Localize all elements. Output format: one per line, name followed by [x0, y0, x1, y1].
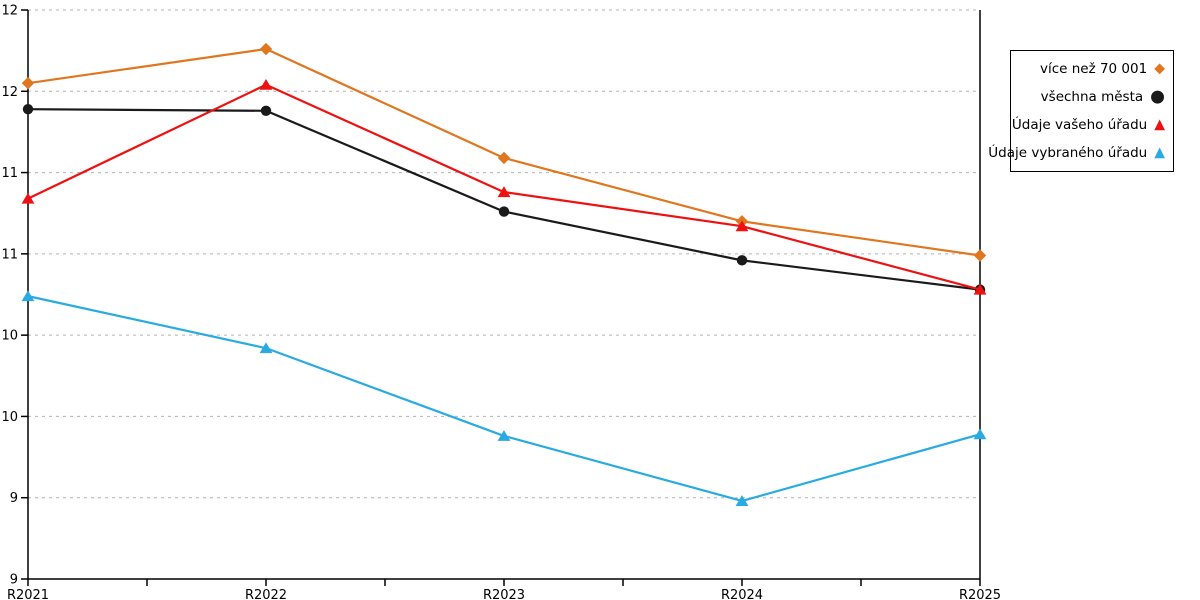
x-axis-tick-label: R2022: [245, 588, 287, 600]
data-point: [21, 192, 35, 204]
legend-item: Údaje vašeho úřadu ▲: [1011, 111, 1165, 139]
diamond-marker-icon: ◆: [1154, 60, 1165, 77]
y-axis-tick-label: 10: [1, 410, 18, 425]
data-point: [735, 495, 749, 506]
data-point: [260, 105, 272, 116]
legend-item: Údaje vybraného úřadu ▲: [988, 139, 1165, 167]
data-point: [973, 283, 987, 295]
x-axis-tick-label: R2025: [959, 588, 1001, 600]
series-line-3: [27, 295, 981, 503]
data-point: [973, 428, 987, 440]
series-line-1: [27, 108, 981, 291]
legend-item: více než 70 001 ◆: [1015, 55, 1165, 83]
circle-marker-icon: ●: [1150, 86, 1165, 106]
data-point: [736, 255, 748, 266]
y-axis-tick-label: 12: [1, 85, 18, 100]
y-axis-tick-label: 11: [1, 247, 18, 262]
y-axis-tick-label: 11: [1, 166, 18, 181]
x-axis-tick-label: R2024: [721, 588, 763, 600]
y-axis-tick-label: 9: [10, 491, 18, 506]
data-point: [22, 103, 34, 115]
triangle-marker-icon: ▲: [1154, 116, 1165, 133]
data-point: [21, 76, 35, 90]
y-axis-tick-label: 10: [1, 329, 18, 344]
legend-item-label: všechna města: [1040, 89, 1144, 105]
x-axis-tick-label: R2023: [483, 588, 525, 600]
triangle-marker-icon: ▲: [1154, 144, 1165, 161]
data-point: [497, 151, 511, 165]
y-axis-tick-label: 12: [1, 4, 18, 19]
data-point: [259, 42, 273, 56]
legend-item-label: Údaje vašeho úřadu: [1011, 117, 1148, 133]
data-point: [259, 78, 273, 90]
data-point: [21, 290, 35, 302]
y-axis-tick-label: 9: [10, 573, 18, 588]
data-point: [498, 206, 510, 217]
data-point: [497, 430, 511, 441]
data-point: [973, 249, 987, 262]
legend-item: všechna města ●: [1015, 83, 1165, 111]
data-point: [497, 186, 511, 198]
legend-item-label: více než 70 001: [1039, 61, 1148, 77]
x-axis-tick-label: R2021: [7, 588, 49, 600]
legend-item-label: Údaje vybraného úřadu: [988, 145, 1148, 161]
legend: více než 70 001 ◆ všechna města ● Údaje vaše…: [988, 50, 1174, 172]
data-point: [259, 342, 273, 354]
data-point: [735, 220, 749, 232]
